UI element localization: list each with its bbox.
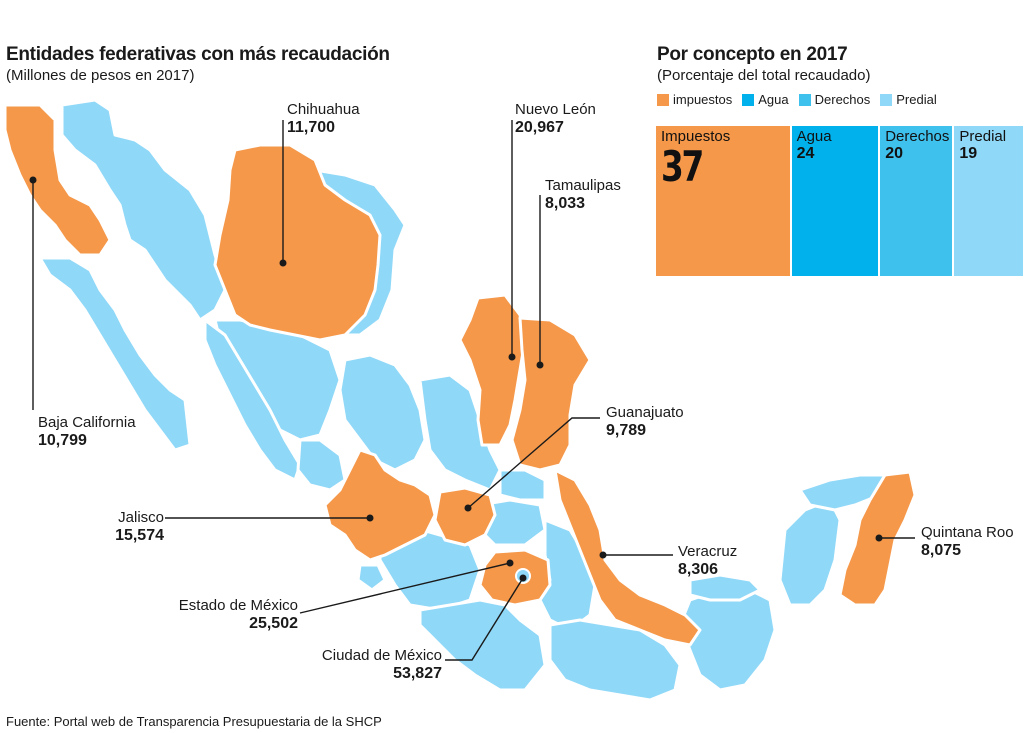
leader-edomex (299, 562, 511, 614)
treemap-cell-label: Agua (796, 128, 832, 145)
state-name: Baja California (38, 414, 136, 431)
treemap-cell-value: 20 (885, 145, 903, 162)
concept-treemap: Impuestos 37 Agua 24 Derechos 20 Predial 19 (656, 126, 1023, 276)
state-name: Tamaulipas (545, 177, 621, 194)
legend-label: impuestos (673, 92, 733, 107)
state-slp (418, 373, 502, 492)
label-chihuahua: Chihuahua 11,700 (287, 101, 360, 137)
state-campeche (778, 498, 842, 607)
dot-cdmx (519, 574, 527, 582)
treemap-cell-value: 24 (796, 145, 815, 162)
main-title: Entidades federativas con más recaudació… (6, 44, 390, 65)
treemap-cell-agua: Agua 24 (791, 126, 879, 276)
state-value: 11,700 (287, 119, 336, 136)
label-guanajuato: Guanajuato 9,789 (606, 404, 684, 440)
state-name: Jalisco (118, 509, 164, 526)
label-tamaulipas: Tamaulipas 8,033 (545, 177, 621, 213)
source-note: Fuente: Portal web de Transparencia Pres… (6, 714, 382, 729)
legend-item: impuestos (657, 92, 732, 107)
leader-guanajuato (467, 417, 600, 509)
state-value: 20,967 (515, 119, 564, 136)
state-value: 8,306 (678, 561, 719, 578)
label-edomex: Estado de México 25,502 (130, 597, 298, 633)
dot-tamaulipas (536, 361, 544, 369)
state-jalisco (323, 448, 437, 562)
legend-swatch (742, 93, 755, 106)
treemap-cell-value: 19 (959, 145, 978, 162)
legend-item: Derechos (798, 92, 871, 107)
state-name: Chihuahua (287, 101, 360, 118)
label-veracruz: Veracruz 8,306 (678, 543, 737, 579)
state-value: 9,789 (606, 422, 647, 439)
treemap-cell-predial: Predial 19 (954, 126, 1023, 276)
dot-edomex (506, 559, 514, 567)
legend-swatch (657, 93, 669, 106)
state-tamaulipas (510, 316, 592, 472)
state-guerrero (418, 598, 547, 692)
concept-legend: impuestos Agua Derechos Predial (657, 92, 937, 107)
state-sonora (60, 98, 227, 322)
map-highlight-states (3, 103, 917, 647)
state-name: Veracruz (678, 543, 738, 560)
state-value: 25,502 (249, 615, 298, 632)
dot-veracruz (599, 551, 607, 559)
state-name: Nuevo León (515, 101, 596, 118)
concept-title: Por concepto en 2017 (657, 44, 848, 65)
concept-subtitle: (Porcentaje del total recaudado) (657, 67, 871, 84)
legend-swatch (880, 93, 893, 106)
leader-lines (32, 120, 915, 661)
label-quintana-roo: Quintana Roo 8,075 (921, 524, 1014, 560)
main-subtitle: (Millones de pesos en 2017) (6, 67, 195, 84)
leader-cdmx (445, 577, 524, 661)
legend-label: Predial (896, 92, 937, 107)
state-value: 10,799 (38, 432, 87, 449)
treemap-cell-impuestos: Impuestos 37 (656, 126, 790, 276)
state-bcs (38, 256, 192, 452)
label-cdmx: Ciudad de México 53,827 (280, 647, 442, 683)
state-value: 8,075 (921, 542, 962, 559)
state-name: Quintana Roo (921, 524, 1014, 541)
state-name: Estado de México (178, 597, 298, 614)
dot-nuevo-leon (508, 353, 516, 361)
legend-label: Derechos (814, 92, 871, 107)
state-queretaro (498, 468, 547, 502)
state-zacatecas (338, 353, 427, 472)
state-chihuahua (213, 143, 382, 342)
treemap-cell-label: Derechos (885, 128, 950, 145)
treemap-cell-value: 37 (661, 142, 704, 191)
legend-item: Predial (880, 92, 937, 107)
state-value: 8,033 (545, 195, 586, 212)
dot-chihuahua (279, 259, 287, 267)
state-nayarit (296, 438, 347, 492)
state-veracruz (553, 468, 702, 647)
legend-label: Agua (758, 92, 789, 107)
state-edomex (478, 548, 552, 607)
treemap-cell-label: Impuestos (661, 128, 731, 145)
label-jalisco: Jalisco 15,574 (100, 509, 164, 545)
label-nuevo-leon: Nuevo León 20,967 (515, 101, 596, 137)
treemap-cell-label: Predial (959, 128, 1007, 145)
leader-dots (29, 176, 883, 582)
state-tabasco (688, 573, 762, 602)
dot-quintana-roo (875, 534, 883, 542)
map-base-states (38, 98, 887, 702)
state-sinaloa (203, 318, 302, 482)
state-name: Ciudad de México (321, 647, 442, 664)
treemap-cell-derechos: Derechos 20 (880, 126, 953, 276)
label-baja-california: Baja California 10,799 (38, 414, 136, 450)
state-baja-california (3, 103, 112, 257)
state-colima (356, 563, 387, 592)
state-value: 53,827 (393, 665, 442, 682)
dot-guanajuato (464, 504, 472, 512)
state-name: Guanajuato (606, 404, 684, 421)
dot-jalisco (366, 514, 374, 522)
state-oaxaca (548, 618, 682, 702)
legend-swatch (798, 93, 811, 106)
state-value: 15,574 (115, 527, 164, 544)
state-guanajuato (433, 486, 497, 547)
dot-baja-california (29, 176, 37, 184)
legend-item: Agua (742, 92, 789, 107)
